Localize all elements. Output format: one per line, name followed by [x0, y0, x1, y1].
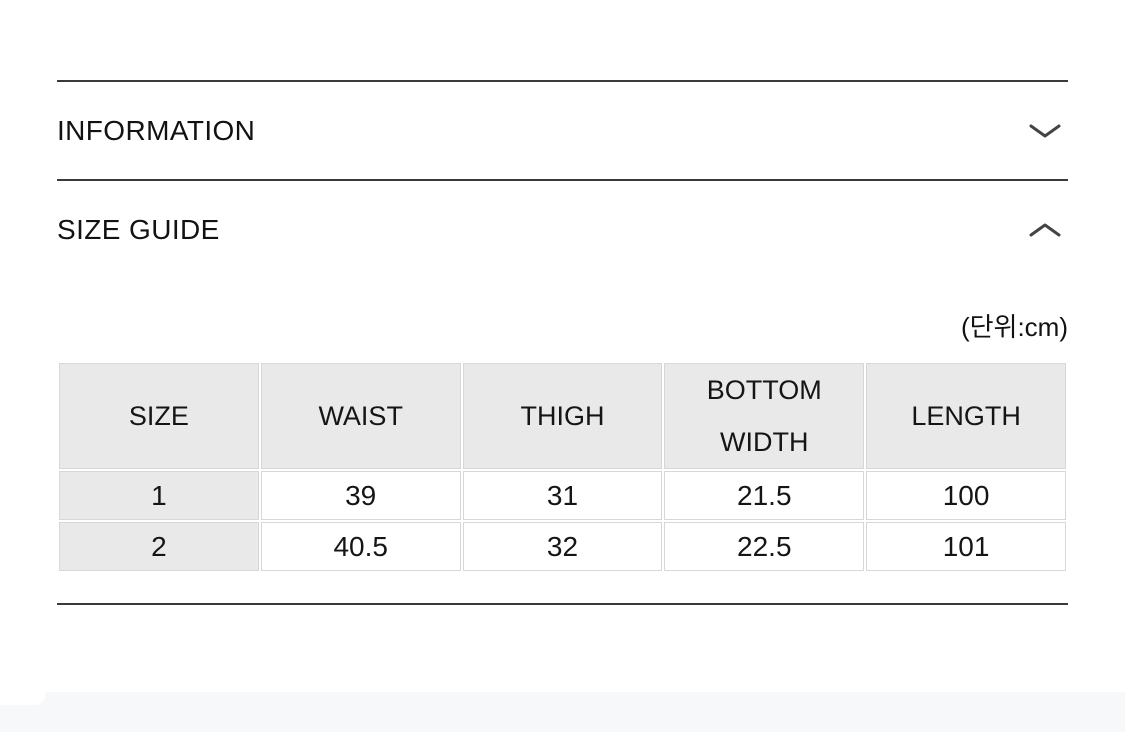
cell-size-1: 1: [59, 471, 259, 520]
information-section: INFORMATION: [57, 80, 1068, 179]
cell-waist-2: 40.5: [260, 522, 461, 571]
information-accordion-header[interactable]: INFORMATION: [57, 82, 1068, 179]
size-guide-accordion-header[interactable]: SIZE GUIDE: [57, 181, 1068, 278]
cell-size-2: 2: [59, 522, 259, 571]
cell-length-1: 100: [866, 471, 1066, 520]
cell-bottom-width-1: 21.5: [664, 471, 865, 520]
cell-thigh-2: 32: [462, 522, 663, 571]
chevron-down-icon: [1028, 122, 1062, 140]
footer-notch: [0, 692, 45, 705]
size-table-header-row: SIZE WAIST THIGH BOTTOM WIDTH LENGTH: [59, 363, 1066, 469]
table-row: 1 39 31 21.5 100: [59, 471, 1066, 520]
cell-thigh-1: 31: [462, 471, 663, 520]
section-bottom-spacer: [57, 573, 1068, 603]
information-title: INFORMATION: [57, 114, 256, 146]
size-guide-section: SIZE GUIDE (단위:cm) SIZE WAIST THIGH BOTT…: [57, 179, 1068, 605]
col-header-bottom-width: BOTTOM WIDTH: [664, 363, 865, 469]
col-header-length: LENGTH: [866, 363, 1066, 469]
cell-waist-1: 39: [260, 471, 461, 520]
unit-note: (단위:cm): [960, 312, 1068, 342]
table-row: 2 40.5 32 22.5 101: [59, 522, 1066, 571]
cell-length-2: 101: [866, 522, 1066, 571]
cell-bottom-width-2: 22.5: [664, 522, 865, 571]
col-header-size: SIZE: [59, 363, 259, 469]
col-header-thigh: THIGH: [462, 363, 663, 469]
footer-band: [0, 692, 1125, 732]
size-guide-title: SIZE GUIDE: [57, 213, 220, 245]
chevron-up-icon: [1028, 221, 1062, 239]
product-detail-panel: INFORMATION SIZE GUIDE (단위:cm) SIZE: [57, 0, 1068, 605]
col-header-waist: WAIST: [260, 363, 461, 469]
size-table: SIZE WAIST THIGH BOTTOM WIDTH LENGTH 1 3…: [57, 361, 1068, 573]
